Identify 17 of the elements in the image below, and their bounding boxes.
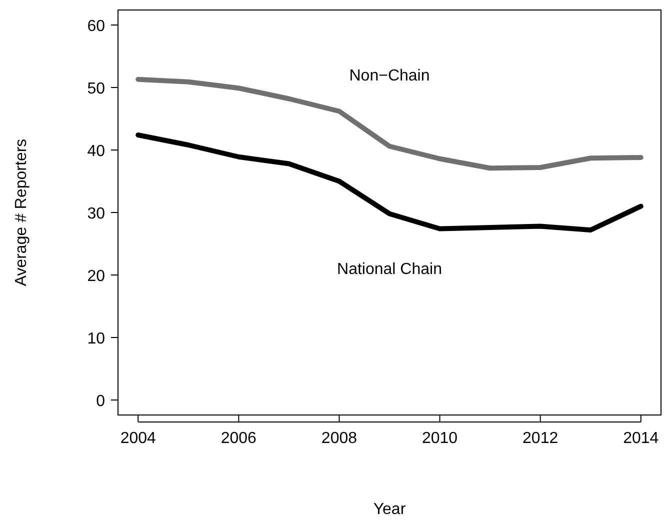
x-tick-label: 2008 — [321, 430, 358, 447]
y-tick-label: 30 — [87, 206, 106, 222]
x-tick-label: 2004 — [120, 430, 156, 447]
y-tick-label: 40 — [87, 143, 106, 160]
y-tick-label: 20 — [87, 268, 106, 285]
y-tick-label: 50 — [87, 80, 106, 98]
x-tick-label: 2010 — [422, 430, 458, 447]
x-axis-title: Year — [373, 501, 406, 518]
x-tick-label: 2006 — [220, 430, 257, 447]
y-tick-label: 60 — [87, 18, 106, 35]
series-label: Non−Chain — [349, 67, 430, 84]
text: National Chain — [337, 260, 442, 278]
x-tick-label: 2014 — [623, 430, 659, 447]
y-tick-label: 10 — [87, 330, 106, 348]
y-axis-title: Average # Reporters — [13, 138, 30, 286]
x-tick-label: 2012 — [522, 430, 558, 447]
y-tick-label: 0 — [96, 393, 106, 410]
